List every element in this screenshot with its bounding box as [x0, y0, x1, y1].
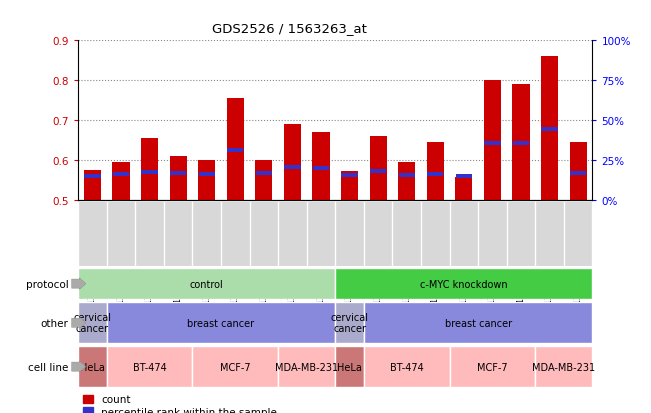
Bar: [78, 268, 335, 299]
Bar: [456, 174, 472, 178]
Bar: [78, 346, 107, 387]
Bar: [141, 139, 158, 200]
Text: c-MYC knockdown: c-MYC knockdown: [420, 279, 508, 289]
Bar: [398, 163, 415, 200]
Bar: [535, 346, 592, 387]
Bar: [370, 169, 386, 173]
Bar: [335, 302, 364, 344]
Bar: [84, 171, 101, 200]
Bar: [78, 302, 107, 344]
Text: cervical
cancer: cervical cancer: [74, 313, 111, 333]
Bar: [512, 85, 529, 200]
Text: protocol: protocol: [25, 279, 68, 289]
Text: HeLa: HeLa: [80, 362, 105, 372]
Bar: [335, 268, 592, 299]
Text: MCF-7: MCF-7: [477, 362, 508, 372]
Bar: [170, 172, 186, 176]
Text: breast cancer: breast cancer: [445, 318, 512, 328]
Text: GDS2526 / 1563263_at: GDS2526 / 1563263_at: [212, 22, 367, 35]
Bar: [227, 99, 244, 200]
Bar: [84, 174, 100, 178]
Bar: [113, 173, 129, 176]
Text: cell line: cell line: [28, 362, 68, 372]
Bar: [542, 128, 558, 132]
Bar: [570, 142, 587, 200]
Bar: [141, 171, 158, 174]
Bar: [278, 346, 335, 387]
Bar: [107, 346, 193, 387]
Text: other: other: [40, 318, 68, 328]
Bar: [398, 173, 415, 177]
Text: MDA-MB-231: MDA-MB-231: [275, 362, 339, 372]
Bar: [256, 172, 272, 176]
Bar: [541, 57, 558, 200]
Bar: [427, 173, 443, 176]
Bar: [484, 81, 501, 200]
Text: BT-474: BT-474: [133, 362, 167, 372]
Bar: [364, 346, 450, 387]
Bar: [426, 142, 444, 200]
Text: MCF-7: MCF-7: [220, 362, 251, 372]
Bar: [198, 161, 215, 200]
Text: breast cancer: breast cancer: [187, 318, 255, 328]
Bar: [313, 166, 329, 171]
Bar: [370, 137, 387, 200]
Bar: [169, 157, 187, 200]
Bar: [312, 133, 329, 200]
Bar: [341, 173, 357, 177]
Bar: [570, 172, 587, 176]
Text: control: control: [190, 279, 223, 289]
Legend: count, percentile rank within the sample: count, percentile rank within the sample: [83, 394, 277, 413]
Bar: [364, 302, 592, 344]
Bar: [513, 142, 529, 145]
Bar: [284, 165, 301, 169]
Bar: [107, 302, 335, 344]
Text: MDA-MB-231: MDA-MB-231: [533, 362, 596, 372]
Bar: [450, 346, 535, 387]
Bar: [227, 149, 243, 152]
Text: BT-474: BT-474: [390, 362, 424, 372]
Bar: [193, 346, 278, 387]
Bar: [455, 177, 473, 200]
Bar: [199, 173, 215, 176]
Bar: [335, 346, 364, 387]
Bar: [284, 125, 301, 200]
Text: HeLa: HeLa: [337, 362, 362, 372]
Bar: [484, 142, 501, 145]
Bar: [113, 163, 130, 200]
Bar: [255, 161, 272, 200]
Text: cervical
cancer: cervical cancer: [331, 313, 368, 333]
Bar: [341, 172, 358, 200]
